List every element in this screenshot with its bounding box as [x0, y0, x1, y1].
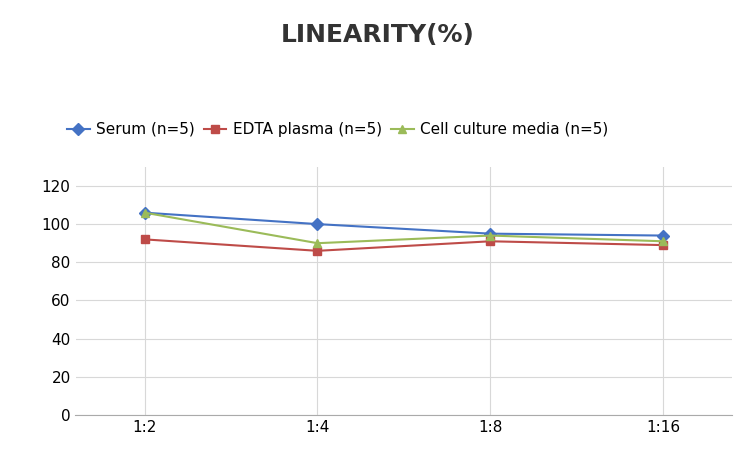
Legend: Serum (n=5), EDTA plasma (n=5), Cell culture media (n=5): Serum (n=5), EDTA plasma (n=5), Cell cul… [60, 116, 615, 143]
Text: LINEARITY(%): LINEARITY(%) [281, 23, 474, 46]
